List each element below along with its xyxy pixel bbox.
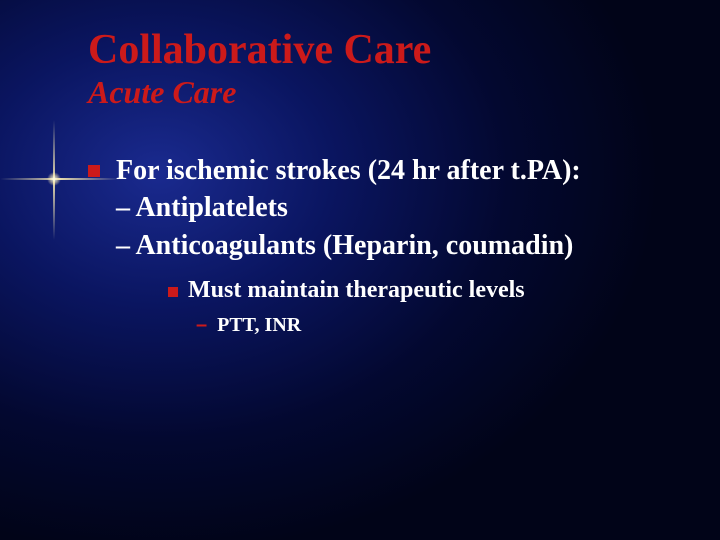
bullet-l4-text: PTT, INR: [217, 314, 301, 337]
bullet-l2-anticoagulants: – Anticoagulants (Heparin, coumadin): [116, 227, 660, 265]
slide-content: Collaborative Care Acute Care For ischem…: [0, 0, 720, 540]
slide-title: Collaborative Care: [88, 28, 660, 72]
dash-bullet-icon: –: [196, 314, 207, 337]
slide-body: For ischemic strokes (24 hr after t.PA):…: [88, 153, 660, 337]
bullet-level4: – PTT, INR: [196, 314, 660, 337]
bullet-level3: Must maintain therapeutic levels: [168, 277, 660, 304]
square-bullet-small-icon: [168, 287, 178, 297]
bullet-level1: For ischemic strokes (24 hr after t.PA):: [88, 153, 660, 189]
bullet-l3-text: Must maintain therapeutic levels: [188, 277, 525, 304]
bullet-l2-antiplatelets: – Antiplatelets: [116, 189, 660, 227]
slide-subtitle: Acute Care: [88, 74, 660, 111]
square-bullet-icon: [88, 165, 100, 177]
bullet-l1-text: For ischemic strokes (24 hr after t.PA):: [116, 153, 581, 189]
